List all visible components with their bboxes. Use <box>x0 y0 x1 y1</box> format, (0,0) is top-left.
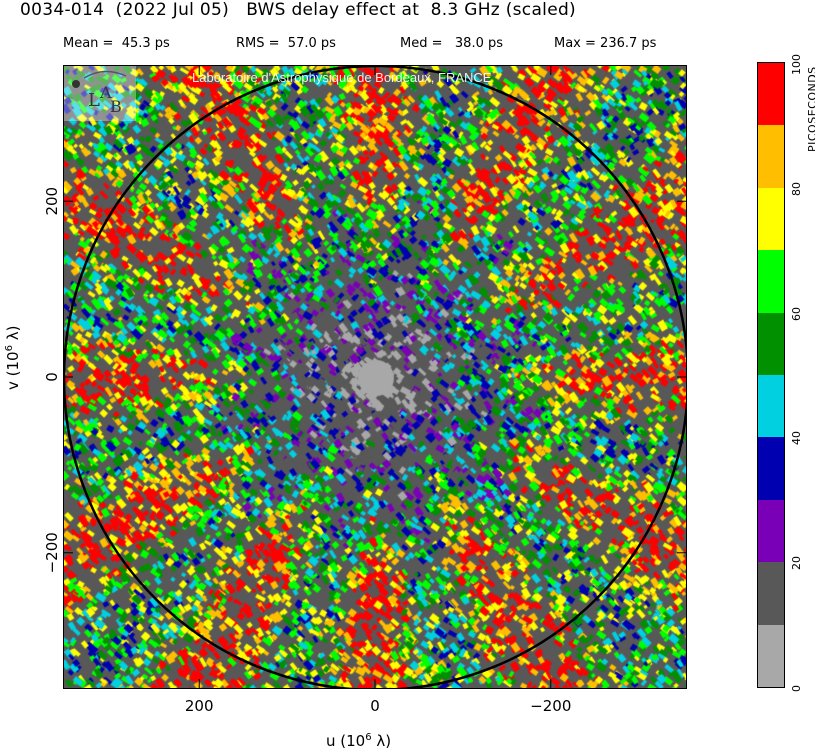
colorbar-tick-label: 40 <box>790 431 803 446</box>
source-name: 0034-014 <box>20 0 105 20</box>
svg-text:A: A <box>99 83 112 102</box>
colorbar-tick-label: 20 <box>790 556 803 571</box>
credit-text: Laboratoire d'Astrophysique de Bordeaux,… <box>192 70 492 85</box>
stat-med-label: Med = <box>400 36 443 51</box>
stat-max-label: Max = <box>554 36 596 51</box>
colorbar-tick-label: 0 <box>790 684 803 692</box>
y-tick-label: 0 <box>43 372 61 382</box>
lab-logo: L A B <box>64 66 136 121</box>
stat-rms: RMS = 57.0 ps <box>236 36 336 51</box>
y-tick-label: −200 <box>43 532 61 573</box>
plot-title: 0034-014 (2022 Jul 05) BWS delay effect … <box>20 0 576 20</box>
stat-mean-label: Mean = <box>63 36 114 51</box>
y-axis-label: v (106 λ) <box>4 325 22 390</box>
colorbar-segment <box>758 624 784 687</box>
heatmap-plot[interactable]: L A B Laboratoire d'Astrophysique de Bor… <box>63 65 687 689</box>
stat-rms-value: 57.0 ps <box>287 36 336 51</box>
colorbar-tick-label: 60 <box>790 306 803 321</box>
colorbar-segment <box>758 63 784 126</box>
svg-text:B: B <box>110 97 122 116</box>
colorbar-tick-label: 100 <box>790 53 803 75</box>
stat-max: Max = 236.7 ps <box>554 36 656 51</box>
colorbar-segment <box>758 437 784 500</box>
colorbar-tick-label: 80 <box>790 181 803 196</box>
stat-median: Med = 38.0 ps <box>400 36 503 51</box>
colorbar-title: PICOSECONDS <box>806 66 815 152</box>
colorbar-segment <box>758 250 784 313</box>
colorbar-segment <box>758 562 784 625</box>
x-tick-label: 200 <box>185 697 214 715</box>
stat-mean-value: 45.3 ps <box>121 36 170 51</box>
stat-med-value: 38.0 ps <box>454 36 504 51</box>
colorbar <box>757 62 785 688</box>
observation-date: (2022 Jul 05) <box>115 0 230 20</box>
colorbar-segment <box>758 312 784 375</box>
y-tick-label: 200 <box>43 187 61 216</box>
delay-heatmap <box>64 66 686 688</box>
colorbar-segment <box>758 187 784 251</box>
lab-logo-icon: L A B <box>72 70 127 116</box>
colorbar-segment <box>758 125 784 188</box>
stat-max-value: 236.7 ps <box>600 36 657 51</box>
x-tick-label: 0 <box>370 697 380 715</box>
stat-mean: Mean = 45.3 ps <box>63 36 170 51</box>
stat-rms-label: RMS = <box>236 36 280 51</box>
x-tick-label: −200 <box>530 697 571 715</box>
plot-description: BWS delay effect at 8.3 GHz (scaled) <box>246 0 576 20</box>
colorbar-segment <box>758 499 784 563</box>
svg-text:L: L <box>88 90 100 111</box>
colorbar-segment <box>758 375 784 438</box>
x-axis-label: u (106 λ) <box>326 732 392 750</box>
